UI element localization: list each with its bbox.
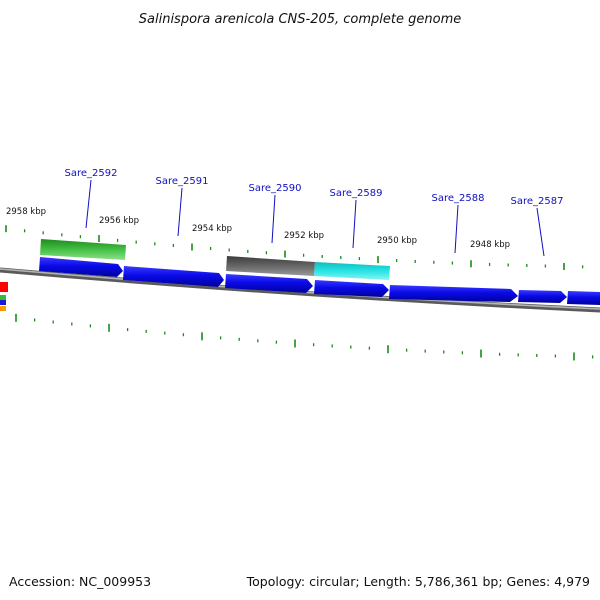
gene-arrow-right-edge[interactable]	[567, 291, 600, 305]
gene-label-leader	[536, 207, 545, 257]
gene-label-group[interactable]: Sare_2587	[511, 196, 564, 257]
gene-sare-2589-feature[interactable]	[314, 262, 390, 280]
gene-label-sare-2589[interactable]: Sare_2589	[330, 188, 383, 199]
gene-sare-2591-arrow[interactable]	[123, 266, 224, 287]
genome-backbone	[0, 267, 600, 313]
scale-label: 2950 kbp	[377, 236, 417, 246]
gene-label-sare-2591[interactable]: Sare_2591	[156, 176, 209, 187]
gene-sare-2587-arrow[interactable]	[518, 290, 567, 303]
gene-sare-2588-arrow[interactable]	[389, 285, 518, 302]
genome-summary-text: Topology: circular; Length: 5,786,361 bp…	[246, 574, 590, 589]
scale-label: 2958 kbp	[6, 207, 46, 217]
scale-label: 2952 kbp	[284, 231, 324, 241]
accession-text: Accession: NC_009953	[9, 574, 151, 589]
gene-label-leader	[85, 179, 92, 229]
gene-arrow-1[interactable]	[39, 257, 123, 277]
gene-label-sare-2587[interactable]: Sare_2587	[511, 196, 564, 207]
scale-label: 2956 kbp	[99, 216, 139, 226]
gene-label-group[interactable]: Sare_2592	[65, 168, 118, 229]
gene-label-leader	[271, 194, 276, 244]
feature-partial-orange	[0, 306, 6, 311]
feature-partial-red	[0, 282, 8, 292]
gene-label-sare-2592[interactable]: Sare_2592	[65, 168, 118, 179]
gene-sare-2590-feature[interactable]	[226, 256, 315, 276]
scale-ticks-upper	[5, 225, 584, 270]
gene-label-group[interactable]: Sare_2588	[432, 193, 485, 254]
scale-label: 2948 kbp	[470, 240, 510, 250]
gene-label-sare-2590[interactable]: Sare_2590	[249, 183, 302, 194]
feature-partial-blue	[0, 300, 6, 305]
feature-partial-green	[0, 295, 6, 300]
scale-ticks-lower	[15, 313, 594, 361]
gene-label-leader	[454, 204, 459, 254]
gene-label-sare-2588[interactable]: Sare_2588	[432, 193, 485, 204]
gene-sare-2590-arrow[interactable]	[225, 274, 313, 293]
gene-sare-2592-feature[interactable]	[40, 239, 126, 260]
gene-label-group[interactable]: Sare_2589	[330, 188, 383, 249]
gene-label-group[interactable]: Sare_2591	[156, 176, 209, 237]
gene-sare-2589-arrow[interactable]	[314, 280, 389, 297]
gene-label-leader	[177, 187, 183, 237]
gene-label-group[interactable]: Sare_2590	[249, 183, 302, 244]
scale-label: 2954 kbp	[192, 224, 232, 234]
gene-label-leader	[352, 199, 357, 249]
genome-title: Salinispora arenicola CNS-205, complete …	[139, 12, 461, 27]
